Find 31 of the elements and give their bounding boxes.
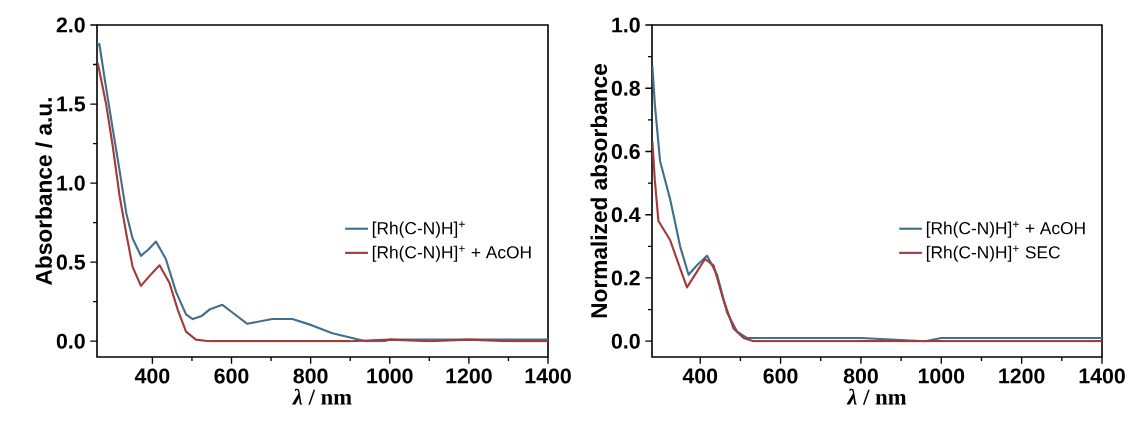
legend-label: [Rh(C-N)H]$^{+}$ + AcOH: [372, 245, 531, 262]
x-tick-label: 400: [134, 368, 170, 384]
x-axis-title: λ / nm: [292, 388, 352, 405]
x-tick-label: 1400: [525, 368, 571, 384]
y-axis-title: Absorbance / a.u.: [35, 98, 53, 285]
y-tick-label: 1.0: [57, 175, 85, 191]
y-tick-label: 0.6: [611, 143, 640, 160]
x-tick-label: 1200: [999, 368, 1045, 384]
x-tick-label: 1400: [1079, 368, 1125, 384]
y-tick-label: 2.0: [56, 17, 85, 33]
y-tick-label: 1.5: [57, 96, 86, 112]
x-tick-label: 600: [763, 368, 798, 384]
y-tick-label: 0.8: [611, 80, 640, 96]
y-tick-label: 0.0: [56, 333, 85, 349]
x-tick-label: 800: [843, 368, 878, 384]
x-tick-label: 1000: [918, 368, 965, 384]
y-tick-label: 1.0: [612, 17, 640, 33]
y-tick-label: 0.0: [611, 333, 640, 349]
x-tick-label: 600: [214, 368, 249, 384]
legend-label: [Rh(C-N)H]$^{+}$: [372, 221, 465, 238]
y-tick-label: 0.4: [611, 207, 641, 223]
x-tick-label: 400: [682, 368, 718, 384]
y-tick-label: 0.2: [611, 270, 640, 286]
x-tick-label: 1000: [367, 368, 413, 384]
legend-label: [Rh(C-N)H]$^{+}$ SEC: [926, 245, 1060, 262]
y-axis-title: Normalized absorbance: [590, 63, 608, 318]
legend-label: [Rh(C-N)H]$^{+}$ + AcOH: [926, 221, 1085, 238]
x-tick-label: 1200: [446, 368, 492, 384]
x-axis-title: λ / nm: [846, 388, 907, 405]
x-tick-label: 800: [293, 368, 328, 384]
y-tick-label: 0.5: [56, 254, 86, 270]
